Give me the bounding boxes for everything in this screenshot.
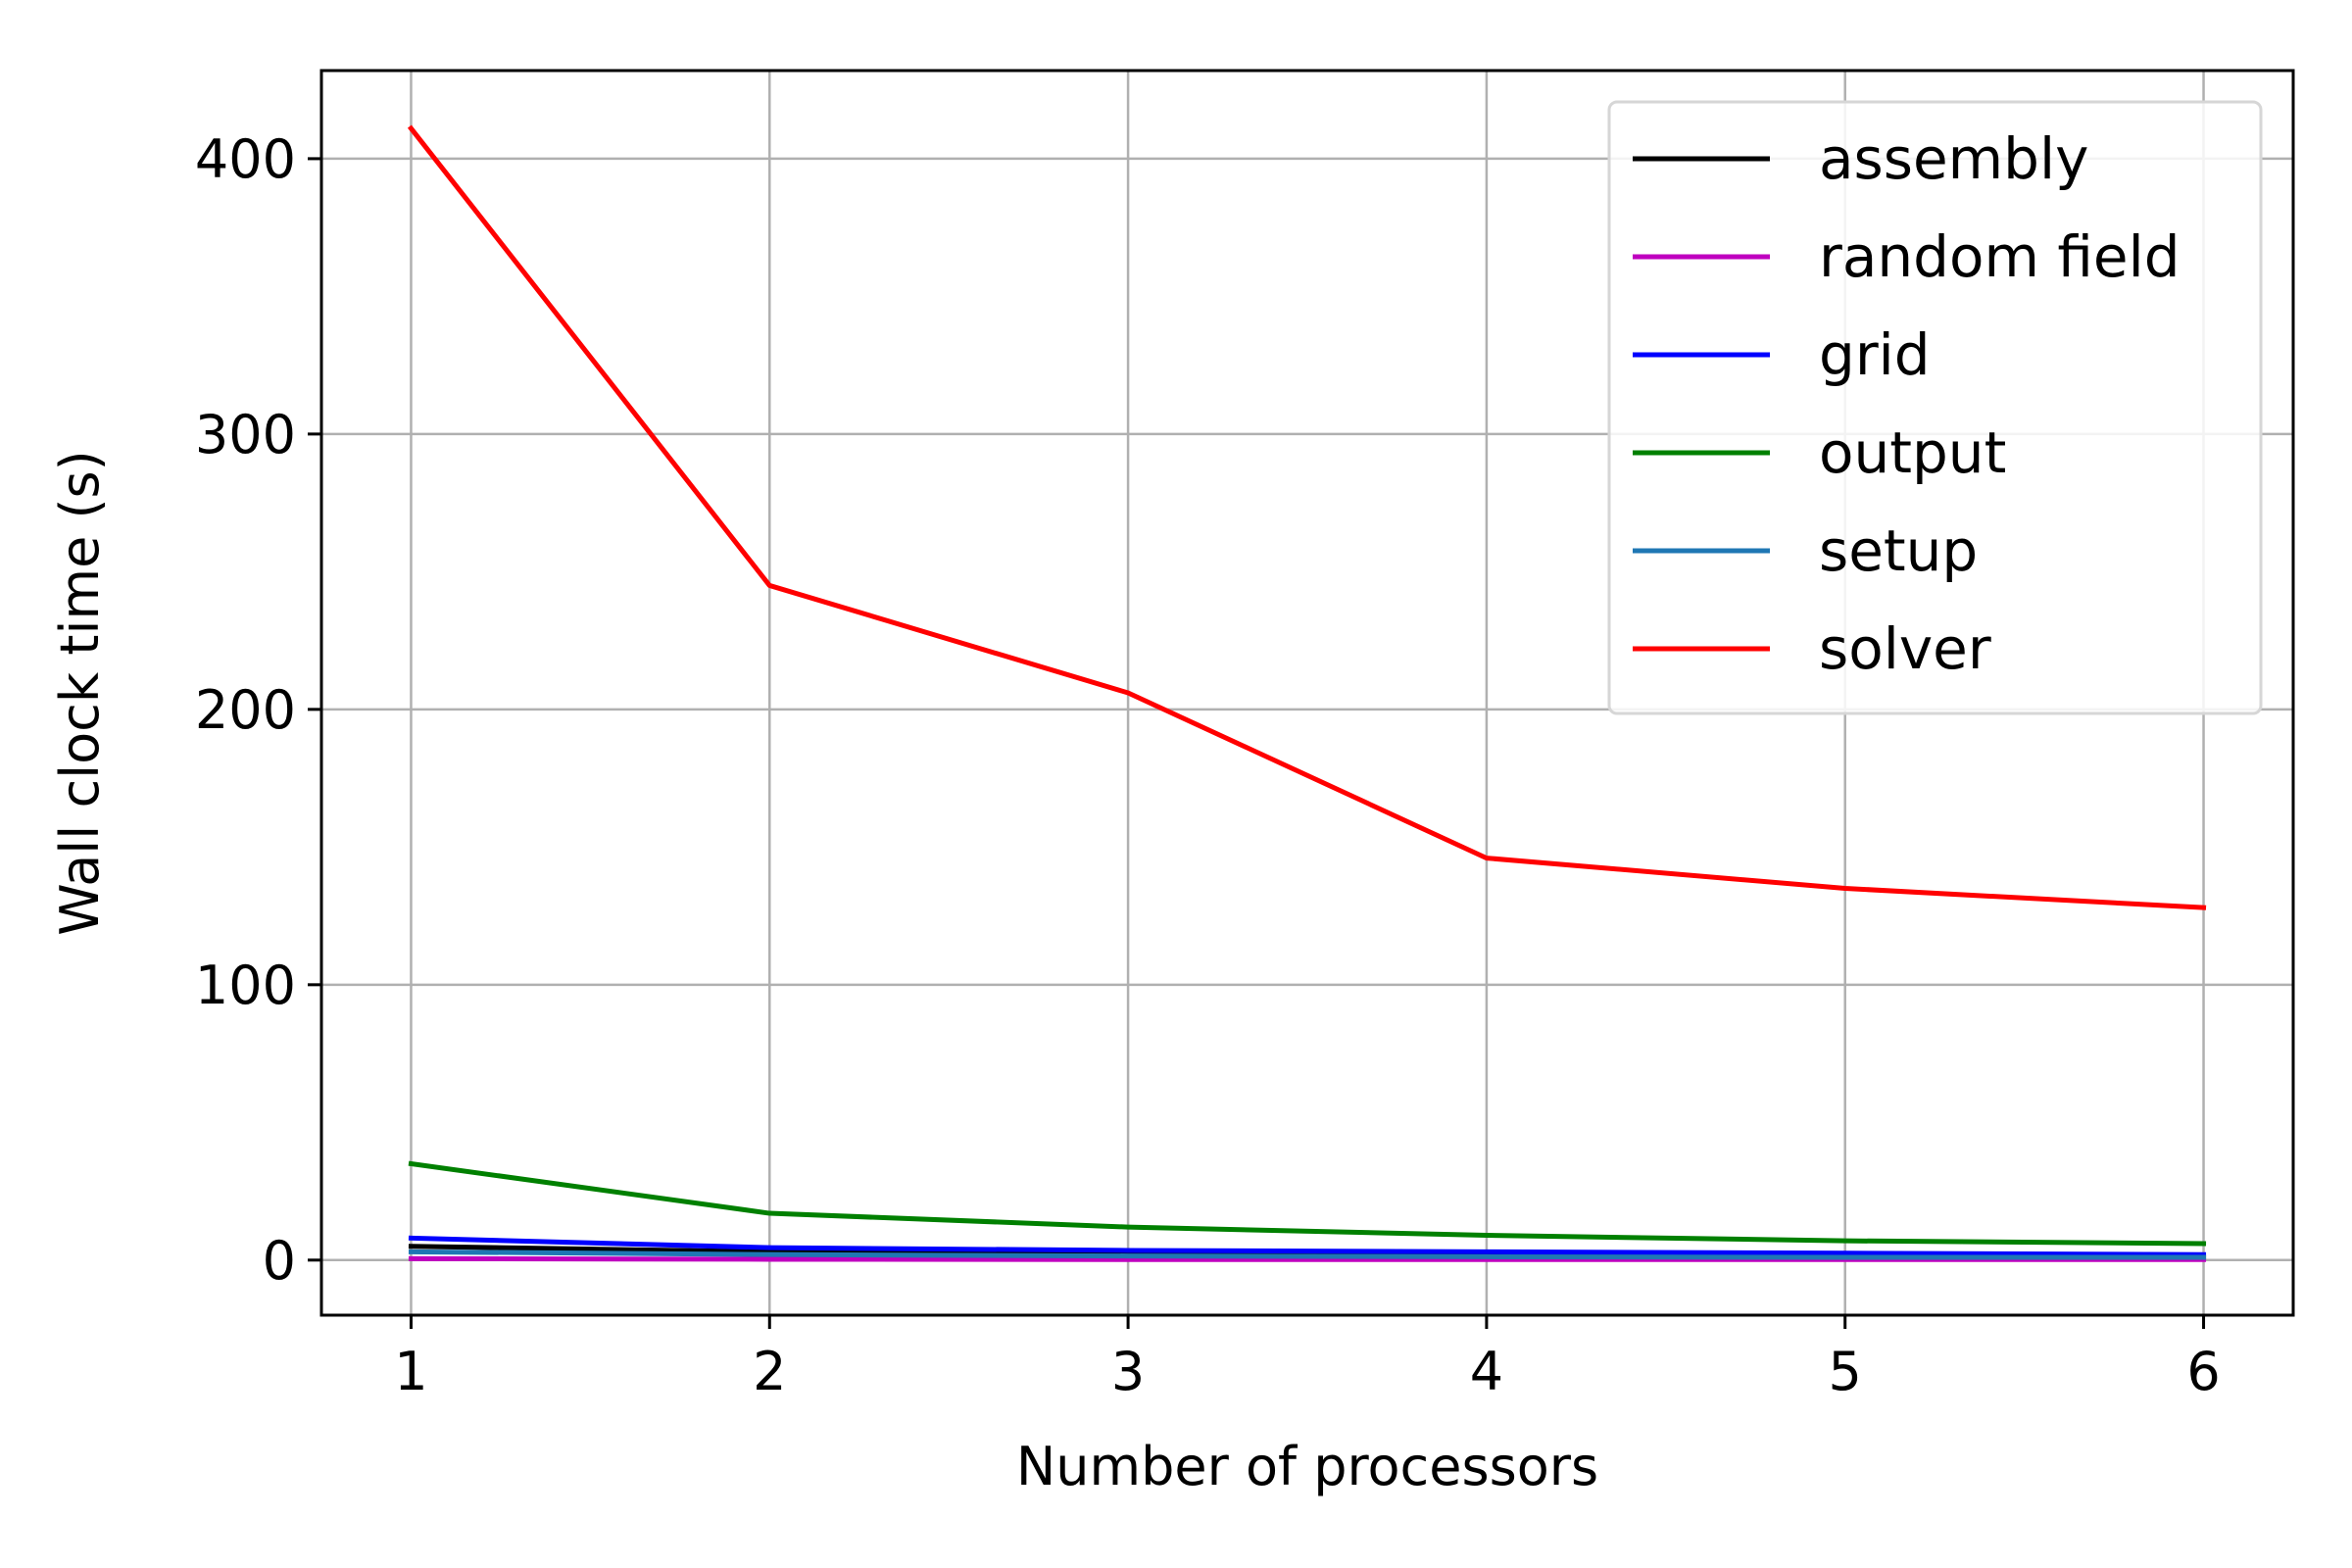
series-line-solver xyxy=(407,124,2207,910)
y-tick-label: 300 xyxy=(195,404,296,466)
legend-box xyxy=(1607,100,2263,715)
series-line-grid xyxy=(408,1235,2207,1257)
legend: assembly random field grid output setup solve… xyxy=(1607,100,2263,715)
series-lines xyxy=(407,124,2207,1262)
y-axis-title: Wall clock time (s) xyxy=(49,450,111,936)
y-tick-label: 400 xyxy=(195,128,296,190)
y-tick-label: 0 xyxy=(263,1230,296,1292)
axis-ticks: 1 2 3 4 5 6 0 100 200 300 400 xyxy=(195,128,2221,1402)
x-tick-label: 1 xyxy=(394,1341,427,1402)
legend-label: assembly xyxy=(1819,125,2088,192)
y-tick-label: 100 xyxy=(195,955,296,1016)
y-tick-label: 200 xyxy=(195,679,296,741)
legend-label: grid xyxy=(1819,321,1931,388)
x-tick-label: 6 xyxy=(2186,1341,2220,1402)
legend-label: solver xyxy=(1819,615,1991,682)
x-tick-label: 2 xyxy=(753,1341,786,1402)
x-axis-title: Number of processors xyxy=(1016,1436,1598,1497)
x-tick-label: 4 xyxy=(1470,1341,1503,1402)
series-line-setup xyxy=(408,1249,2207,1260)
x-tick-label: 3 xyxy=(1111,1341,1145,1402)
legend-label: random field xyxy=(1819,223,2180,290)
x-tick-label: 5 xyxy=(1829,1341,1862,1402)
plot-frame xyxy=(319,69,2295,1317)
series-line-output xyxy=(408,1160,2207,1247)
legend-label: setup xyxy=(1819,517,1978,584)
legend-label: output xyxy=(1819,419,2006,486)
